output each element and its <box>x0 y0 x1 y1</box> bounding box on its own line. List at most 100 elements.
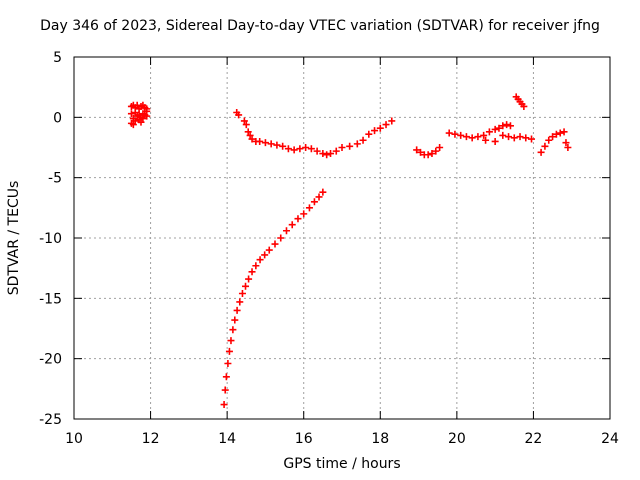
data-point <box>300 210 308 218</box>
y-tick-label: -15 <box>39 291 62 307</box>
data-point <box>277 234 285 242</box>
data-point <box>221 386 229 394</box>
y-tick-label: 5 <box>53 50 62 66</box>
data-point <box>242 121 250 129</box>
data-point <box>505 133 513 141</box>
axis-ticks: 10 12 14 16 18 20 22 24 -25 -20 -15 -10 -5 0 5 <box>39 50 619 447</box>
data-point <box>506 122 514 130</box>
data-point <box>131 117 139 125</box>
data-point <box>222 373 230 381</box>
data-point <box>279 142 287 150</box>
data-point <box>224 359 232 367</box>
data-point <box>302 144 310 151</box>
data-point <box>388 117 396 125</box>
data-point <box>273 141 281 149</box>
data-point <box>319 188 327 196</box>
data-point <box>451 130 459 138</box>
data-point <box>445 129 453 137</box>
x-tick-label: 16 <box>295 431 313 447</box>
data-point <box>282 227 290 235</box>
data-point <box>495 124 503 132</box>
data-point <box>457 131 465 139</box>
data-point <box>353 140 361 148</box>
data-point <box>520 102 528 110</box>
data-point <box>432 147 440 155</box>
data-point <box>235 111 243 119</box>
data-point <box>238 290 246 298</box>
data-point <box>468 134 476 142</box>
x-tick-label: 24 <box>601 431 619 447</box>
data-point <box>537 148 545 156</box>
data-point <box>242 282 250 290</box>
x-tick-label: 12 <box>142 431 160 447</box>
data-point <box>332 147 340 155</box>
data-point <box>296 145 304 153</box>
data-point <box>240 117 248 125</box>
data-point <box>252 262 260 270</box>
data-point <box>131 109 139 117</box>
plot-frame <box>73 56 611 420</box>
data-point <box>416 148 424 156</box>
y-tick-label: -5 <box>48 171 62 187</box>
data-point <box>248 135 256 143</box>
data-point <box>313 147 321 155</box>
data-point <box>522 134 530 142</box>
data-point <box>261 251 269 259</box>
data-point <box>129 121 137 129</box>
data-point <box>137 118 145 126</box>
data-point <box>294 215 302 223</box>
data-point <box>229 326 237 334</box>
x-tick-label: 10 <box>65 431 83 447</box>
data-point <box>371 127 379 135</box>
x-axis-label: GPS time / hours <box>283 456 401 472</box>
data-point <box>271 240 279 248</box>
data-point <box>503 121 511 129</box>
data-point <box>288 221 296 229</box>
data-point <box>290 146 298 154</box>
data-point <box>143 112 151 120</box>
data-point <box>256 137 264 145</box>
data-point <box>225 347 233 355</box>
data-point <box>491 125 499 133</box>
data-point <box>265 246 273 254</box>
data-point <box>499 122 507 130</box>
data-point <box>227 337 235 345</box>
data-point <box>139 115 147 123</box>
y-tick-label: -25 <box>39 412 62 428</box>
data-point <box>246 131 254 139</box>
y-tick-label: 0 <box>53 110 62 126</box>
data-point <box>245 275 253 283</box>
data-point <box>267 140 275 148</box>
data-point <box>346 142 354 150</box>
data-point <box>248 268 256 276</box>
data-point <box>424 151 432 159</box>
data-point <box>510 134 518 142</box>
data-point <box>541 142 549 150</box>
data-point <box>564 144 572 151</box>
x-tick-label: 14 <box>218 431 236 447</box>
data-point <box>485 128 493 136</box>
y-tick-label: -10 <box>39 231 62 247</box>
data-point <box>428 150 436 158</box>
data-point <box>305 204 313 212</box>
data-point <box>359 136 367 144</box>
data-point <box>233 306 241 314</box>
data-point <box>284 145 292 153</box>
data-point <box>261 139 269 147</box>
data-point <box>462 133 470 141</box>
data-point <box>220 401 228 409</box>
data-point <box>552 130 560 138</box>
data-point <box>338 144 346 151</box>
data-point <box>474 133 482 141</box>
data-point <box>231 316 239 324</box>
grid-lines <box>74 57 610 419</box>
data-point <box>556 129 564 137</box>
data-point <box>323 151 331 159</box>
data-point <box>499 131 507 139</box>
data-point <box>310 198 318 206</box>
data-point <box>528 135 536 143</box>
data-point <box>327 150 335 158</box>
x-tick-label: 18 <box>371 431 389 447</box>
data-point <box>127 110 135 118</box>
